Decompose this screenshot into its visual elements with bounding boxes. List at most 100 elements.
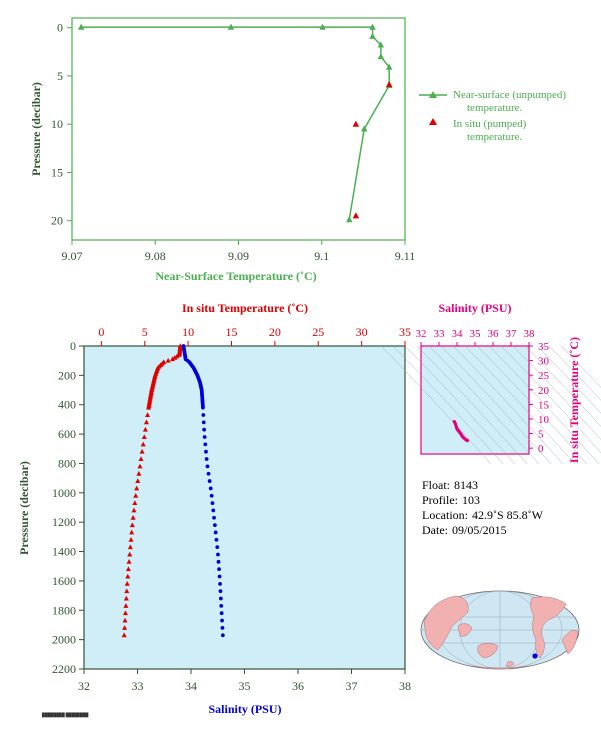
temperature-point-43 xyxy=(145,412,151,417)
salinity-point-62 xyxy=(216,552,220,557)
y-tick-label-4: 20 xyxy=(51,214,63,228)
float-label: Float: xyxy=(422,478,451,492)
density-contour-4 xyxy=(428,345,540,465)
pressure-tick-label-10: 2000 xyxy=(52,633,76,647)
ts-x-tick-label-4: 36 xyxy=(488,328,500,340)
ts-salinity-ticks: 32 33 34 35 36 37 38 xyxy=(416,328,535,346)
salinity-point-52 xyxy=(207,479,212,483)
ts-x-tick-label-0: 32 xyxy=(416,328,427,340)
pressure-tick-label-8: 1600 xyxy=(52,574,76,588)
near-surface-point-6 xyxy=(377,53,385,60)
ts-point-2 xyxy=(454,424,458,428)
salinity-point-50 xyxy=(205,464,210,469)
temp-tick-label-7: 35 xyxy=(399,325,411,339)
legend-label-in-situ: In situ (pumped) xyxy=(453,118,527,130)
salinity-point-60 xyxy=(214,537,219,542)
pressure-tick-label-5: 1000 xyxy=(52,486,76,500)
temp-tick-label-3: 15 xyxy=(225,325,237,339)
salinity-point-59 xyxy=(213,530,218,535)
ts-density-contours xyxy=(380,345,601,465)
temp-tick-label-4: 20 xyxy=(269,325,281,339)
salinity-axis-ticks: 32 33 34 35 36 37 38 xyxy=(78,669,411,693)
pressure-tick-label-9: 1800 xyxy=(52,603,76,617)
salinity-point-54 xyxy=(209,493,214,498)
temperature-point-50 xyxy=(137,463,143,469)
near-surface-series xyxy=(77,23,393,223)
pressure-tick-label-4: 800 xyxy=(58,456,76,470)
ts-temperature-ticks: 0 5 10 15 20 25 30 35 xyxy=(529,341,550,455)
profile-label: Profile: xyxy=(422,493,458,507)
date-label: Date: xyxy=(422,523,448,537)
in-situ-point-1 xyxy=(352,120,360,127)
salinity-point-69 xyxy=(219,603,224,608)
x-tick-label-3: 9.1 xyxy=(314,249,329,263)
salinity-point-49 xyxy=(204,457,209,461)
temp-tick-label-2: 10 xyxy=(182,325,194,339)
pressure-tick-label-6: 1200 xyxy=(52,515,76,529)
temperature-point-42 xyxy=(146,404,152,410)
density-contour-15 xyxy=(560,345,601,388)
temperature-point-48 xyxy=(139,448,145,454)
y-tick-label-2: 10 xyxy=(51,117,63,131)
pressure-axis-label: Pressure (decibar) xyxy=(17,461,31,555)
ts-y-tick-label-3: 15 xyxy=(538,399,550,411)
ts-plot-area xyxy=(420,345,530,455)
near-surface-temperature-chart: 9.07 9.08 9.09 9.1 9.11 0 5 10 15 20 Near-Surfac… xyxy=(29,17,566,283)
temperature-point-64 xyxy=(125,566,131,572)
density-contour-14 xyxy=(548,345,601,401)
temperature-point-70 xyxy=(122,610,128,616)
temperature-point-69 xyxy=(123,603,129,608)
temperature-point-72 xyxy=(122,625,128,630)
density-contour-0 xyxy=(380,345,492,465)
density-contour-5 xyxy=(440,345,552,465)
salinity-point-63 xyxy=(216,559,221,564)
ts-x-tick-label-3: 35 xyxy=(470,328,482,340)
sal-tick-label-1: 33 xyxy=(132,679,144,693)
float-row: Float: 8143 xyxy=(422,478,543,493)
map-land xyxy=(423,595,579,670)
temp-tick-label-5: 25 xyxy=(312,325,324,339)
profile-value: 103 xyxy=(462,493,480,507)
y-tick-label-1: 5 xyxy=(57,69,63,83)
near-surface-y-label: Pressure (decibar) xyxy=(29,82,43,176)
temperature-point-62 xyxy=(127,551,133,557)
legend-label-near-surface-line2: temperature. xyxy=(467,102,523,114)
ts-y-tick-label-2: 10 xyxy=(538,414,550,426)
temperature-point-66 xyxy=(124,581,130,586)
legend-marker-near-surface xyxy=(429,91,437,98)
date-row: Date: 09/05/2015 xyxy=(422,523,543,538)
near-surface-x-ticks: 9.07 9.08 9.09 9.1 9.11 xyxy=(62,240,416,263)
x-tick-label-4: 9.11 xyxy=(395,249,416,263)
pressure-tick-label-1: 200 xyxy=(58,368,76,382)
salinity-axis-label: Salinity (PSU) xyxy=(208,702,281,716)
profile-row: Profile: 103 xyxy=(422,493,543,508)
temperature-point-46 xyxy=(141,434,147,439)
in-situ-point-0 xyxy=(385,81,393,88)
density-contour-11 xyxy=(512,345,601,440)
in-situ-point-2 xyxy=(352,212,360,219)
temperature-point-63 xyxy=(126,559,132,564)
density-contour-13 xyxy=(536,345,601,414)
near-surface-point-3 xyxy=(369,23,376,30)
temperature-point-9 xyxy=(169,356,176,362)
salinity-point-55 xyxy=(210,501,215,505)
temperature-point-58 xyxy=(129,522,135,528)
temperature-point-10 xyxy=(165,357,171,363)
ts-point-1 xyxy=(453,421,457,425)
legend-label-in-situ-line2: temperature. xyxy=(467,131,523,143)
density-contour-2 xyxy=(404,345,516,465)
ts-temperature-label: In situ Temperature (˚C) xyxy=(567,337,581,463)
location-row: Location: 42.9˚S 85.8˚W xyxy=(422,508,543,523)
ts-series xyxy=(452,420,470,443)
temperature-point-67 xyxy=(124,588,130,594)
float-value: 8143 xyxy=(454,478,479,492)
salinity-point-58 xyxy=(212,523,217,528)
near-surface-point-7 xyxy=(385,63,393,70)
ts-x-tick-label-1: 33 xyxy=(434,328,446,340)
pressure-axis-ticks: 0 200 400 600 800 1000 1200 1400 1600 1800 2000 220… xyxy=(52,339,84,676)
near-surface-point-0 xyxy=(77,23,85,30)
figure-watermark: ████████ ████████ xyxy=(42,712,89,718)
sal-tick-label-0: 32 xyxy=(78,679,90,693)
temp-tick-label-6: 30 xyxy=(356,325,368,339)
